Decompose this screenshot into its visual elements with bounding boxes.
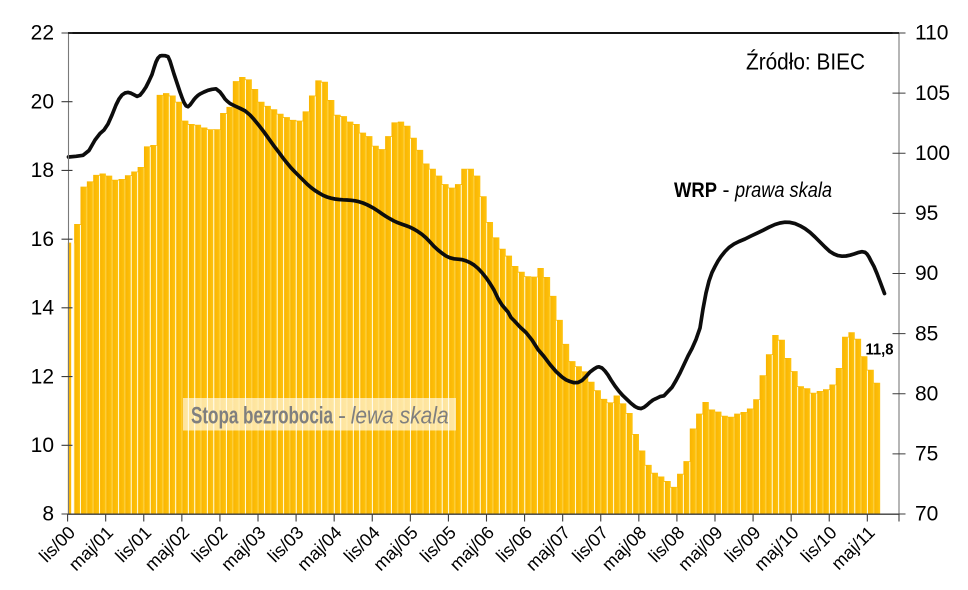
svg-text:14: 14 (31, 297, 55, 320)
svg-text:Źródło: BIEC: Źródło: BIEC (746, 49, 865, 75)
svg-text:95: 95 (915, 202, 938, 225)
svg-text:8: 8 (42, 503, 54, 526)
svg-text:16: 16 (31, 228, 54, 251)
svg-text:75: 75 (915, 443, 938, 466)
svg-text:70: 70 (915, 503, 938, 526)
svg-text:20: 20 (31, 90, 54, 113)
svg-text:lewa skala: lewa skala (351, 403, 449, 430)
svg-text:11,8: 11,8 (866, 342, 894, 359)
svg-text:105: 105 (915, 82, 950, 105)
svg-text:80: 80 (915, 382, 938, 405)
svg-text:10: 10 (31, 434, 54, 457)
svg-text:prawa skala: prawa skala (734, 179, 832, 202)
svg-text:18: 18 (31, 159, 54, 182)
svg-text:85: 85 (915, 322, 938, 345)
svg-text:12: 12 (31, 365, 54, 388)
svg-text:-: - (338, 403, 346, 430)
svg-text:22: 22 (31, 22, 54, 45)
svg-text:WRP: WRP (674, 179, 717, 202)
svg-text:90: 90 (915, 262, 938, 285)
svg-text:-: - (723, 179, 730, 202)
svg-text:Stopa bezrobocia: Stopa bezrobocia (191, 403, 333, 430)
svg-text:110: 110 (915, 22, 948, 45)
svg-text:100: 100 (915, 142, 950, 165)
